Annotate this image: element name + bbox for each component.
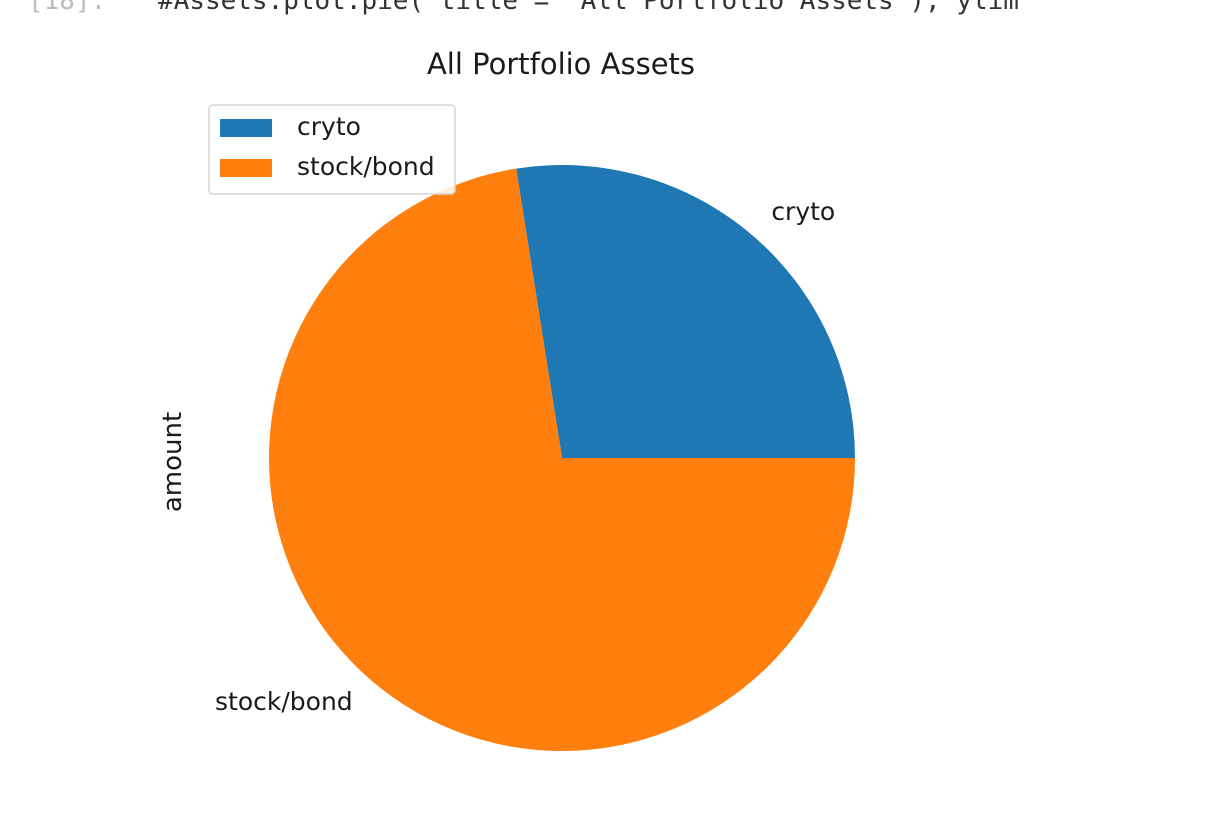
y-axis-label: amount (158, 412, 188, 512)
slice-label-stock-bond: stock/bond (215, 687, 353, 716)
legend-label-stock-bond: stock/bond (297, 152, 435, 181)
slice-label-cryto: cryto (771, 197, 835, 226)
cell-code-line: #Assets.plot.pie( title = "All Portfolio… (158, 0, 1019, 16)
legend-swatch-cryto (220, 119, 272, 137)
cell-prompt: [18]: (28, 0, 107, 16)
pie-slice-cryto (516, 164, 855, 458)
pie-slices (269, 164, 855, 751)
legend: cryto stock/bond (208, 104, 456, 195)
pie-slice-stock-bond (269, 168, 855, 751)
chart-title: All Portfolio Assets (427, 47, 695, 81)
pie-slice-labels: cryto stock/bond (215, 197, 835, 716)
legend-swatch-stock-bond (220, 159, 272, 177)
legend-label-cryto: cryto (297, 112, 361, 141)
